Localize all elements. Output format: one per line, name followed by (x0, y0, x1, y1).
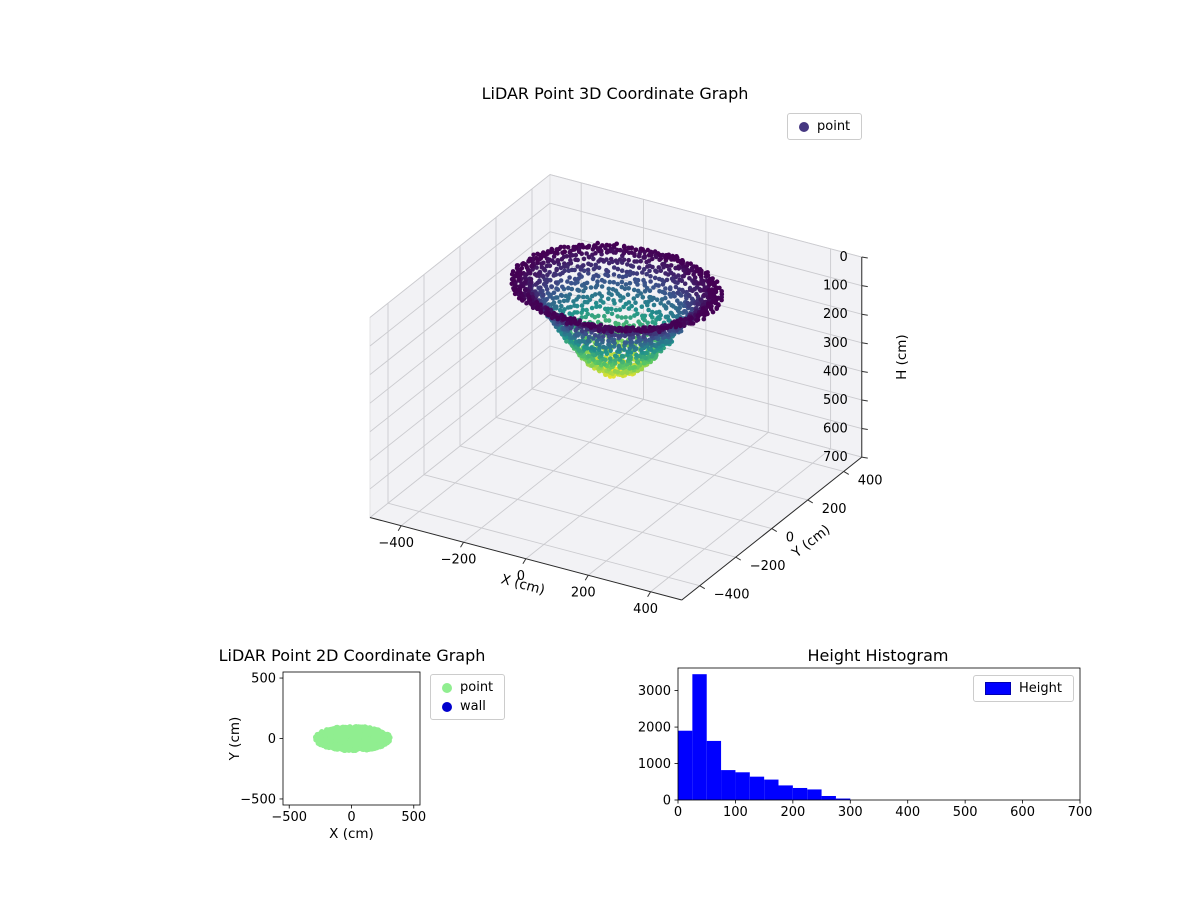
svg-text:300: 300 (838, 805, 863, 820)
plot3d-canvas: −400−2000200400−400−20002004000100200300… (369, 173, 910, 617)
svg-text:Y (cm): Y (cm) (227, 717, 243, 762)
svg-text:400: 400 (895, 805, 920, 820)
hist-canvas: 0 100 200 300 400 500 600 700 0 1000 2000 3000 (638, 667, 1093, 820)
svg-text:500: 500 (251, 672, 276, 687)
svg-text:0: 0 (347, 810, 355, 825)
svg-text:400: 400 (823, 364, 848, 379)
svg-text:0: 0 (268, 732, 276, 747)
svg-text:400: 400 (633, 602, 658, 617)
height-patch-icon (985, 682, 1011, 695)
svg-text:−200: −200 (750, 559, 786, 574)
svg-text:−500: −500 (240, 792, 276, 807)
svg-text:200: 200 (780, 805, 805, 820)
legend-label-point: point (460, 680, 494, 695)
svg-text:2000: 2000 (638, 721, 671, 736)
legend-label-point: point (817, 119, 851, 134)
axes: −500 0 500 −500 0 500 X (cm) Y (cm) (227, 672, 426, 842)
legend-item-point: point (442, 680, 493, 695)
svg-text:100: 100 (723, 805, 748, 820)
svg-text:−200: −200 (441, 552, 477, 567)
point-marker-icon (799, 121, 809, 132)
plot2d-legend: point wall (430, 674, 506, 720)
svg-text:0: 0 (517, 569, 525, 584)
histogram-bars (678, 674, 851, 800)
legend-item-wall: wall (442, 699, 493, 714)
svg-text:0: 0 (674, 805, 682, 820)
hist-title: Height Histogram (807, 646, 949, 665)
plot2d-canvas: −500 0 500 −500 0 500 X (cm) Y (cm) (227, 672, 426, 842)
point-marker-icon (442, 682, 452, 693)
legend-label-wall: wall (460, 699, 486, 714)
svg-text:3000: 3000 (638, 684, 671, 699)
svg-text:600: 600 (1010, 805, 1035, 820)
plot3d-title: LiDAR Point 3D Coordinate Graph (481, 84, 749, 103)
svg-text:X (cm): X (cm) (329, 826, 374, 842)
hist-legend: Height (973, 675, 1074, 702)
svg-text:700: 700 (1068, 805, 1093, 820)
svg-text:200: 200 (823, 307, 848, 322)
svg-text:500: 500 (823, 393, 848, 408)
svg-text:−400: −400 (378, 536, 414, 551)
svg-text:200: 200 (822, 502, 847, 517)
point-cloud (509, 240, 725, 379)
axes: 0 100 200 300 400 500 600 700 0 1000 2000 3000 (638, 667, 1093, 820)
svg-text:1000: 1000 (638, 757, 671, 772)
svg-text:300: 300 (823, 336, 848, 351)
svg-text:0: 0 (786, 531, 794, 546)
svg-text:500: 500 (953, 805, 978, 820)
plot2d-title: LiDAR Point 2D Coordinate Graph (218, 646, 486, 665)
legend-item-height: Height (985, 681, 1062, 696)
svg-text:200: 200 (571, 585, 596, 600)
svg-text:Y (cm): Y (cm) (788, 522, 833, 562)
plot3d-legend: point (787, 113, 863, 140)
svg-text:600: 600 (823, 422, 848, 437)
legend-item-point: point (799, 119, 850, 134)
svg-text:500: 500 (401, 810, 426, 825)
svg-text:0: 0 (839, 250, 847, 265)
svg-text:−400: −400 (714, 588, 750, 603)
svg-text:0: 0 (663, 794, 671, 809)
svg-text:100: 100 (823, 279, 848, 294)
wall-marker-icon (442, 701, 452, 712)
svg-text:400: 400 (858, 473, 883, 488)
svg-text:700: 700 (823, 450, 848, 465)
svg-text:−500: −500 (271, 810, 307, 825)
legend-label-height: Height (1019, 681, 1062, 696)
svg-text:H (cm): H (cm) (894, 334, 910, 380)
scatter-points (313, 724, 393, 754)
